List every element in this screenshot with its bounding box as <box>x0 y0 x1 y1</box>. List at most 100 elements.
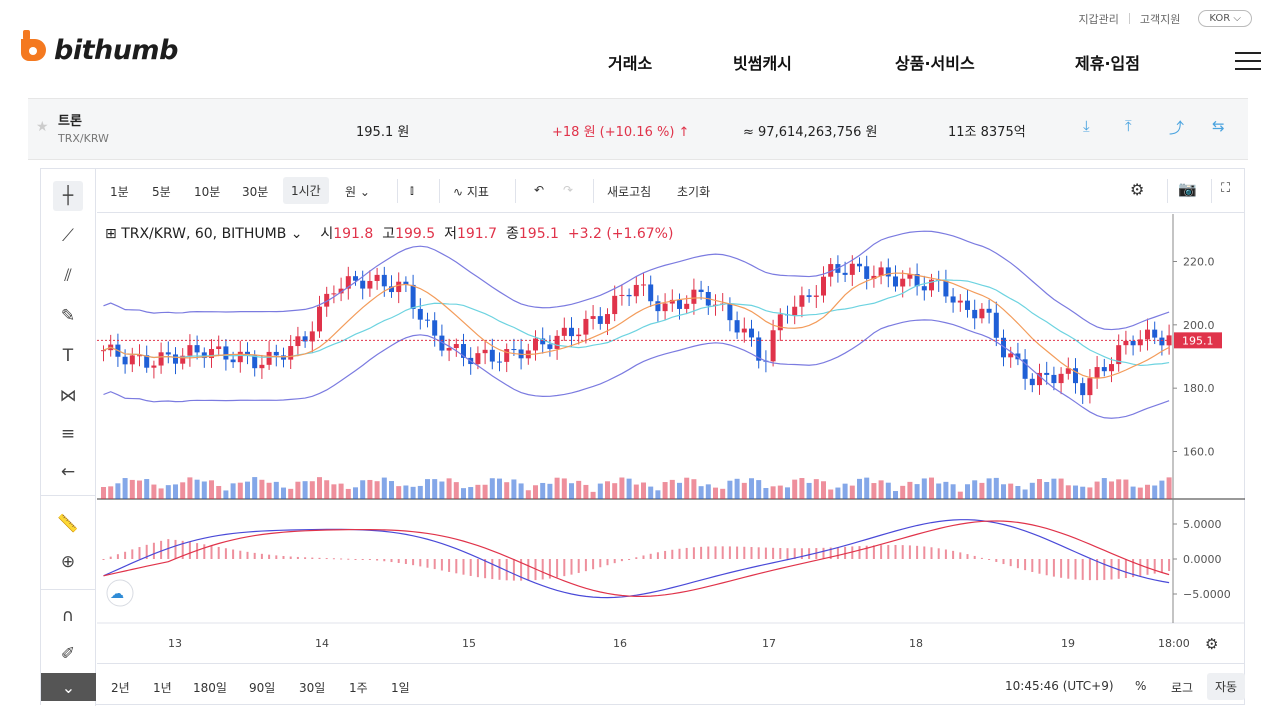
macd-histogram-bar <box>808 548 811 559</box>
nav-exchange[interactable]: 거래소 <box>608 54 653 73</box>
crosshair-icon[interactable]: ┼ <box>53 181 83 211</box>
axis-settings-gear-icon[interactable]: ⚙ <box>1205 635 1218 653</box>
auto-toggle[interactable]: 자동 <box>1207 673 1246 700</box>
indicators-button[interactable]: ∿ 지표 <box>453 185 489 199</box>
volume-bar <box>518 483 524 499</box>
range-1y[interactable]: 1년 <box>153 681 172 695</box>
back-arrow-icon[interactable]: ← <box>60 462 76 482</box>
site-header: 지갑관리 고객지원 KOR ⌵ bithumb 거래소 빗썸캐시 상품·서비스 … <box>0 0 1280 96</box>
legend-expand-icon[interactable]: ⊞ <box>105 226 117 242</box>
magnet-icon[interactable]: ∩ <box>61 606 75 626</box>
nav-products[interactable]: 상품·서비스 <box>895 54 975 73</box>
candle <box>684 303 690 309</box>
volume-bar <box>223 490 229 499</box>
candle <box>259 364 265 369</box>
candle <box>122 356 128 365</box>
volume-bar <box>1109 481 1114 499</box>
percent-toggle[interactable]: % <box>1135 679 1147 693</box>
chart-legend: ⊞ TRX/KRW, 60, BITHUMB ⌄ 시191.8 고199.5 저… <box>105 226 674 242</box>
language-selector[interactable]: KOR ⌵ <box>1198 10 1252 27</box>
settings-gear-icon[interactable]: ⚙ <box>1130 180 1145 199</box>
nav-partnership[interactable]: 제휴·입점 <box>1075 54 1140 73</box>
interval-1m[interactable]: 1분 <box>110 185 129 199</box>
reset-button[interactable]: 초기화 <box>677 185 711 199</box>
legend-open: 191.8 <box>333 226 374 242</box>
macd-histogram-bar <box>613 559 616 564</box>
log-toggle[interactable]: 로그 <box>1171 681 1194 695</box>
candle <box>741 328 747 333</box>
volume-bar <box>108 486 114 499</box>
candle <box>396 281 402 293</box>
interval-unit-dropdown[interactable]: 원 ⌄ <box>345 185 370 199</box>
macd-histogram-bar <box>383 559 386 562</box>
candle-type-icon[interactable]: ⫾ <box>410 183 414 197</box>
candle <box>612 295 618 315</box>
undo-icon[interactable]: ↶ <box>534 183 545 197</box>
measure-lines-icon[interactable]: ≡ <box>60 424 76 444</box>
swap-icon[interactable]: ⇆ <box>1212 117 1225 135</box>
range-1d[interactable]: 1일 <box>391 681 410 695</box>
range-2y[interactable]: 2년 <box>111 681 130 695</box>
fullscreen-icon[interactable]: ⛶ <box>1221 181 1231 196</box>
candle <box>756 337 762 361</box>
redo-icon[interactable]: ↷ <box>563 183 574 197</box>
brush-icon[interactable]: ✎ <box>60 306 76 326</box>
wallet-link[interactable]: 지갑관리 <box>1078 12 1119 26</box>
macd-histogram-bar <box>973 555 976 559</box>
volume-bar <box>986 478 992 499</box>
fib-icon[interactable]: ⫽ <box>64 266 72 286</box>
macd-histogram-bar <box>793 548 796 559</box>
range-1w[interactable]: 1주 <box>349 681 368 695</box>
volume-bar <box>943 481 949 499</box>
zoom-in-icon[interactable]: ⊕ <box>60 552 76 572</box>
support-link[interactable]: 고객지원 <box>1139 12 1181 26</box>
candle <box>1109 364 1114 372</box>
withdraw-icon[interactable]: ⤒ <box>1125 117 1132 135</box>
favorite-star-icon[interactable]: ★ <box>36 119 49 135</box>
chevron-down-icon[interactable]: ⌄ <box>41 673 96 701</box>
legend-close: 195.1 <box>518 226 559 242</box>
deposit-icon[interactable]: ⤓ <box>1083 117 1090 135</box>
range-180d[interactable]: 180일 <box>193 681 227 695</box>
candle <box>1058 373 1064 384</box>
volume-bar <box>900 485 906 499</box>
volume-bar <box>410 486 416 499</box>
trendline-icon[interactable]: ⟋ <box>62 226 74 246</box>
volume-bar <box>785 487 790 499</box>
volume-bar <box>857 478 862 499</box>
volume-bar <box>1123 479 1129 499</box>
menu-icon[interactable] <box>1235 52 1261 72</box>
volume-bar <box>417 485 423 499</box>
bithumb-logo[interactable]: bithumb <box>18 30 178 70</box>
macd-histogram-bar <box>462 559 465 575</box>
macd-histogram-bar <box>1124 559 1127 579</box>
macd-histogram-bar <box>829 547 832 559</box>
range-30d[interactable]: 30일 <box>299 681 326 695</box>
range-90d[interactable]: 90일 <box>249 681 276 695</box>
macd-histogram-bar <box>685 547 688 559</box>
macd-histogram-bar <box>318 557 321 559</box>
interval-30m[interactable]: 30분 <box>242 185 269 199</box>
interval-1h[interactable]: 1시간 <box>283 177 329 204</box>
refresh-button[interactable]: 새로고침 <box>607 185 652 199</box>
macd-histogram-bar <box>109 556 112 559</box>
nav-cash[interactable]: 빗썸캐시 <box>733 54 792 73</box>
candle <box>331 293 337 295</box>
macd-histogram-bar <box>203 544 206 559</box>
candle <box>907 274 913 279</box>
camera-icon[interactable]: 📷 <box>1178 180 1197 198</box>
price-chart[interactable]: 195.1 220.0 200.0 180.0 160.0 5.0000 0.0000 −5.… <box>41 169 1245 706</box>
macd-histogram-bar <box>131 549 134 559</box>
pattern-icon[interactable]: ⋈ <box>59 386 77 406</box>
lock-drawing-icon[interactable]: ✐ <box>60 644 76 664</box>
trend-icon[interactable]: ⤴ <box>1169 119 1185 137</box>
interval-5m[interactable]: 5분 <box>152 185 171 199</box>
ruler-icon[interactable]: 📏 <box>57 514 79 534</box>
candle <box>504 349 510 362</box>
candle <box>158 352 164 366</box>
interval-10m[interactable]: 10분 <box>194 185 221 199</box>
macd-histogram-bar <box>181 540 184 559</box>
legend-symbol[interactable]: TRX/KRW, 60, BITHUMB <box>121 226 287 242</box>
text-icon[interactable]: T <box>62 346 74 366</box>
volume-bar <box>1037 479 1042 499</box>
